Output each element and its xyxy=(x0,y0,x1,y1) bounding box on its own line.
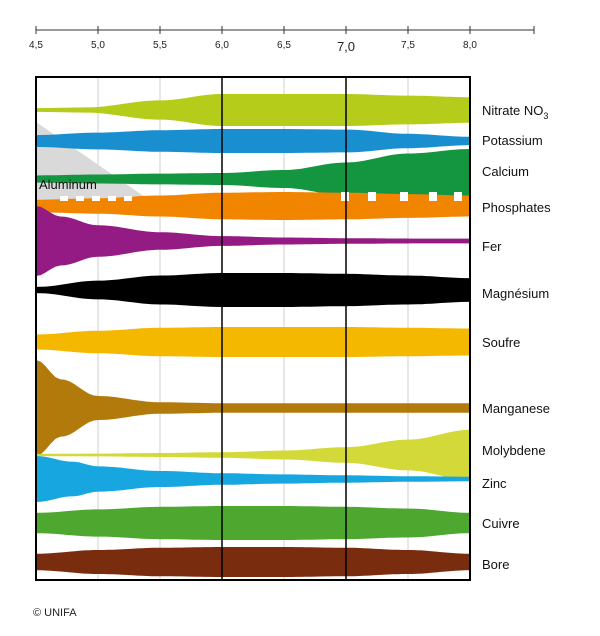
tick-label: 7,5 xyxy=(401,40,415,51)
band-phosphates xyxy=(36,192,470,220)
label-bore: Bore xyxy=(482,557,509,572)
band-zinc xyxy=(36,456,470,502)
copyright-credit: © UNIFA xyxy=(33,607,77,619)
calcium-notch xyxy=(429,192,437,201)
label-potassium: Potassium xyxy=(482,133,543,148)
nutrient-labels: Nitrate NO3 Potassium Calcium Phosphates Fer… xyxy=(39,103,551,572)
label-calcium: Calcium xyxy=(482,164,529,179)
band-molybdene xyxy=(36,429,470,481)
calcium-notch xyxy=(400,192,408,201)
calcium-notch xyxy=(341,192,349,201)
label-zinc: Zinc xyxy=(482,476,507,491)
band-bore xyxy=(36,547,470,577)
label-phosphates: Phosphates xyxy=(482,200,551,215)
band-nitrate-no xyxy=(36,94,470,126)
tick-label: 6,0 xyxy=(215,40,229,51)
label-soufre: Soufre xyxy=(482,335,520,350)
phosphate-notch xyxy=(60,196,68,201)
plot-frame xyxy=(35,76,471,581)
label-molybdene: Molybdene xyxy=(482,443,546,458)
phosphate-notch xyxy=(76,196,84,201)
calcium-notch xyxy=(454,192,462,201)
ph-axis: 4,5 5,0 5,5 6,0 6,5 7,0 7,5 8,0 xyxy=(29,26,535,54)
tick-label: 5,5 xyxy=(153,40,167,51)
tick-label: 4,5 xyxy=(29,40,43,51)
phosphate-notch xyxy=(108,196,116,201)
label-aluminum: Aluminum xyxy=(39,177,97,192)
tick-label: 7,0 xyxy=(337,39,355,54)
label-magnesium: Magnésium xyxy=(482,286,549,301)
band-soufre xyxy=(36,327,470,357)
tick-label: 5,0 xyxy=(91,40,105,51)
label-cuivre: Cuivre xyxy=(482,516,520,531)
band-manganese xyxy=(36,360,470,456)
label-fer: Fer xyxy=(482,239,502,254)
tick-label: 6,5 xyxy=(277,40,291,51)
band-cuivre xyxy=(36,506,470,540)
band-potassium xyxy=(36,129,470,153)
calcium-notch xyxy=(368,192,376,201)
phosphate-notch xyxy=(124,196,132,201)
phosphate-notch xyxy=(92,196,100,201)
label-nitrate-no: Nitrate NO3 xyxy=(482,103,548,121)
tick-label: 8,0 xyxy=(463,40,477,51)
band-fer xyxy=(36,206,470,276)
label-manganese: Manganese xyxy=(482,401,550,416)
nutrient-bands xyxy=(36,77,470,580)
band-magnesium xyxy=(36,273,470,307)
